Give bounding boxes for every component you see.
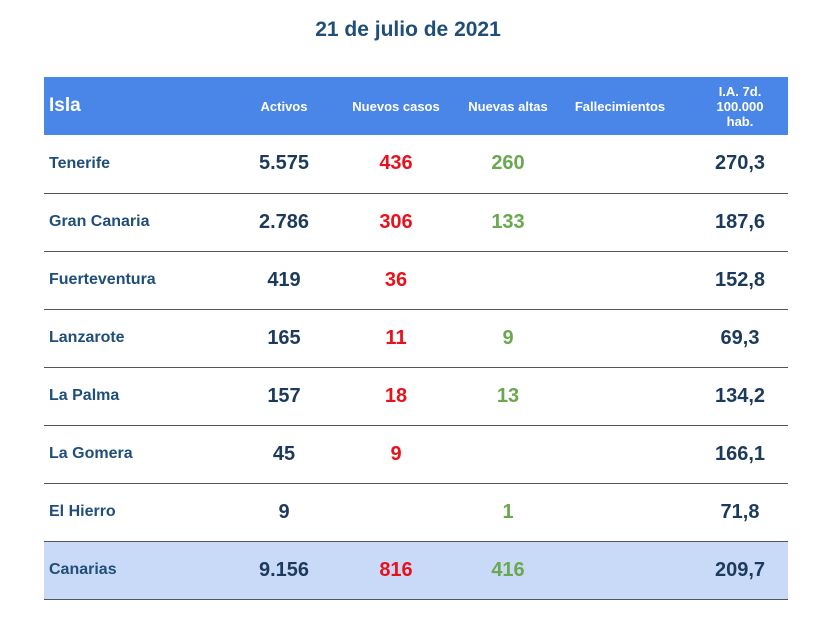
cell-fallecimientos [548,193,692,251]
header-ia-line-2: 100.000 [716,98,764,114]
cell-activos: 45 [272,442,296,465]
cell-fallecimientos [548,367,692,425]
table-row: Lanzarote 165 11 9 69,3 [44,309,788,367]
table-row: La Palma 157 18 13 134,2 [44,367,788,425]
cell-nuevos-casos: 36 [384,268,408,291]
table-row: Gran Canaria 2.786 306 133 187,6 [44,193,788,251]
total-row: Canarias 9.156 816 416 209,7 [44,541,788,599]
table-row: Fuerteventura 419 36 152,8 [44,251,788,309]
cell-ia: 187,6 [714,210,766,233]
cell-activos: 165 [267,326,301,349]
header-fallecimientos: Fallecimientos [574,98,666,114]
covid-islands-table: Isla Activos Nuevos casos Nuevas altas F… [44,77,788,600]
cell-ia: 166,1 [714,442,766,465]
cell-activos: 2.786 [258,210,310,233]
table-header-row: Isla Activos Nuevos casos Nuevas altas F… [44,77,788,135]
table-row: El Hierro 9 1 71,8 [44,483,788,541]
cell-isla: Gran Canaria [49,213,150,230]
cell-isla: La Gomera [49,445,133,462]
header-ia-line-3: hab. [726,113,754,129]
cell-ia: 152,8 [714,268,766,291]
cell-nuevos-casos: 436 [379,152,413,175]
cell-nuevas-altas: 133 [491,210,525,233]
cell-nuevas-altas [468,251,548,309]
cell-nuevas-altas: 13 [496,384,520,407]
cell-activos: 9 [278,500,290,523]
cell-activos: 5.575 [258,152,310,175]
cell-isla: Tenerife [49,154,111,172]
cell-nuevas-altas-total: 416 [491,558,525,581]
cell-fallecimientos [548,135,692,193]
cell-activos: 157 [267,384,301,407]
header-ia-7d: I.A. 7d. 100.000 hab. [692,77,788,135]
cell-isla: La Palma [49,387,120,404]
cell-nuevas-altas: 260 [491,152,525,175]
cell-fallecimientos [548,425,692,483]
table-row: Tenerife 5.575 436 260 270,3 [44,135,788,193]
cell-fallecimientos-total [548,541,692,599]
header-isla: Isla [49,95,81,116]
cell-ia-total: 209,7 [714,558,766,581]
cell-fallecimientos [548,483,692,541]
cell-activos-total: 9.156 [258,558,310,581]
cell-nuevos-casos: 306 [379,210,413,233]
cell-nuevos-casos: 11 [385,326,407,349]
cell-isla: El Hierro [49,503,116,520]
cell-nuevas-altas [468,425,548,483]
cell-nuevos-casos [324,483,468,541]
cell-isla-total: Canarias [49,561,117,578]
cell-nuevas-altas: 1 [502,500,514,523]
header-nuevos-casos: Nuevos casos [352,98,440,114]
header-nuevas-altas: Nuevas altas [468,98,548,114]
cell-nuevos-casos: 9 [390,442,402,465]
cell-activos: 419 [267,268,301,291]
cell-ia: 69,3 [720,326,760,349]
cell-fallecimientos [548,251,692,309]
cell-nuevos-casos: 18 [384,384,408,407]
cell-isla: Lanzarote [49,329,125,346]
page-title: 21 de julio de 2021 [315,18,501,41]
header-ia-line-1: I.A. 7d. [718,83,762,99]
cell-isla: Fuerteventura [49,271,156,288]
cell-nuevas-altas: 9 [502,326,514,349]
cell-ia: 270,3 [714,152,766,175]
cell-ia: 71,8 [720,500,760,523]
cell-fallecimientos [548,309,692,367]
cell-nuevos-casos-total: 816 [379,558,413,581]
cell-ia: 134,2 [714,384,766,407]
header-activos: Activos [260,98,308,114]
table-row: La Gomera 45 9 166,1 [44,425,788,483]
